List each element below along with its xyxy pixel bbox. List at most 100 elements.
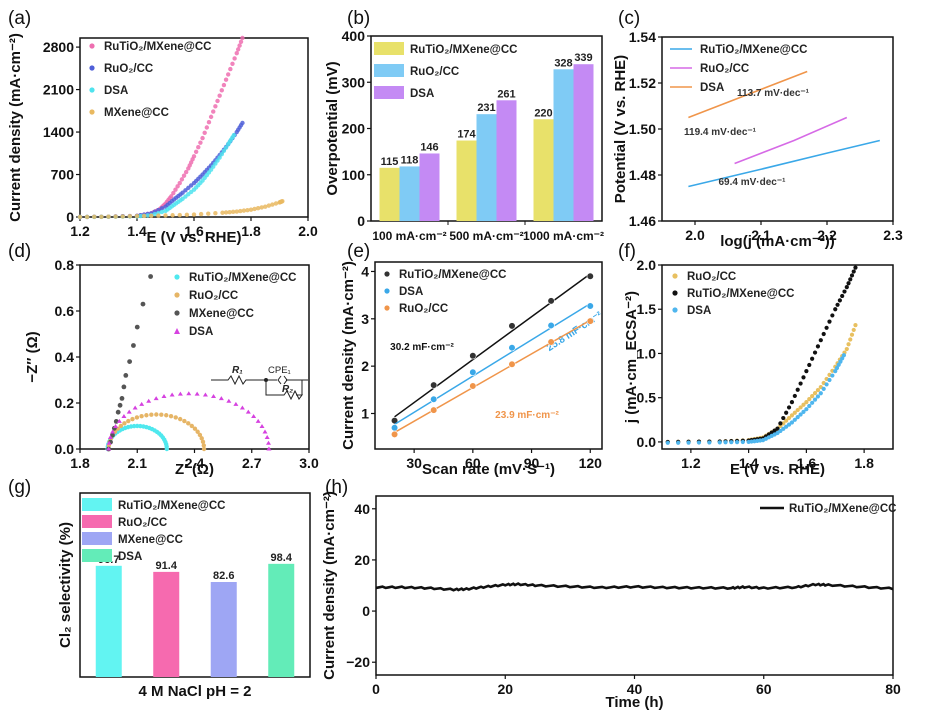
data-point [121,384,127,390]
data-point [175,184,180,189]
data-point [191,212,197,217]
data-point [153,396,159,401]
data-point [230,61,235,66]
data-point [686,440,691,445]
data-point [169,392,175,397]
legend-marker [174,328,180,334]
chart-a: 1.2 1.4 1.6 1.8 2.0 0 700 1400 2100 2800 (a) E (V v… [7,8,318,246]
data-point [156,207,161,213]
data-point [707,440,712,445]
data-point [211,394,217,399]
chart-e: 30 60 90 120 1 2 3 4(e) Scan rate (mV·S⁻¹) Curren… [340,241,605,478]
x-tick-label: 1.2 [681,455,701,471]
data-point [833,307,838,312]
data-point [807,362,812,368]
y-tick-label: 2100 [43,82,74,98]
data-point [838,359,843,364]
data-point [781,421,786,426]
data-point [191,154,197,159]
data-label: 328 [554,57,572,69]
data-point [804,400,809,405]
data-point [127,359,133,364]
data-point [469,352,477,360]
data-point [134,213,140,219]
legend-marker [174,310,180,316]
panel-label: (a) [8,8,31,29]
y-tick-label: 20 [354,552,370,568]
data-point [194,391,200,396]
y-tick-label: 0 [66,209,74,225]
data-point [815,387,821,393]
plot-frame [79,492,311,678]
legend-swatch [82,515,112,528]
data-point [159,209,165,215]
data-point [206,119,212,125]
data-point [846,281,851,286]
data-point [202,392,208,397]
data-point [156,213,161,218]
data-point [200,135,205,141]
slope-annotation: 69.4 mV·dec⁻¹ [719,177,787,188]
data-point [792,417,797,422]
data-point [113,214,118,219]
data-point [173,187,178,192]
x-tick-label: 2.7 [242,455,262,471]
data-point [239,405,245,410]
legend-marker [89,43,95,49]
legend-label: RuO₂/CC [399,303,448,315]
legend-label: RuO₂/CC [104,63,153,75]
data-point [586,272,594,280]
data-label: 174 [457,129,476,141]
data-point [807,403,812,409]
data-point [131,343,136,348]
bar [456,140,477,221]
y-tick-label: 1.54 [629,29,656,45]
x-tick-label: 60 [465,455,481,471]
data-point [840,293,845,299]
data-point [280,199,285,204]
data-point [240,35,245,41]
panel-label: (f) [618,241,636,262]
data-point [798,412,803,417]
data-point [163,213,168,218]
data-point [812,390,818,396]
chart-d: 1.8 2.1 2.4 2.7 3.0 0.0 0.2 0.4 0.6 0.8 (d) Z′ (Ω) −… [8,241,319,478]
data-point [234,209,239,214]
y-tick-label: 1.52 [629,75,656,91]
data-point [186,421,191,426]
y-tick-label: 400 [342,28,366,44]
x-tick-label: 40 [627,681,643,697]
data-point [844,346,849,352]
data-point [547,297,555,305]
data-point [219,88,224,93]
data-point [107,435,113,440]
data-point [164,413,169,418]
data-point [255,206,261,211]
data-point [116,418,122,423]
y-tick-label: 2800 [43,39,74,55]
x-tick-label: 20 [497,681,513,697]
data-point [161,394,167,399]
legend-label: MXene@CC [189,308,254,320]
data-point [807,397,812,402]
data-point [586,302,594,310]
data-point [127,214,133,219]
slope-annotation: 119.4 mV·dec⁻¹ [684,127,757,138]
legend-marker [384,271,390,277]
data-point [208,114,214,120]
legend-swatch [374,64,404,77]
data-point [218,396,224,401]
data-point [170,213,175,218]
series-MXene@CC [106,274,154,452]
data-point [729,440,734,445]
y-axis-label: j (mA·cm_ECSA⁻²) [623,291,640,424]
data-point [213,104,218,109]
data-point [115,409,121,415]
y-tick-label: 4 [361,263,369,279]
legend-label: RuTiO₂/MXene@CC [104,41,211,53]
series-RuO₂/CC [77,120,245,220]
data-point [164,446,170,452]
legend-label: RuO₂/CC [700,63,749,75]
data-point [177,180,182,186]
x-tick-label: 2.3 [883,227,903,243]
